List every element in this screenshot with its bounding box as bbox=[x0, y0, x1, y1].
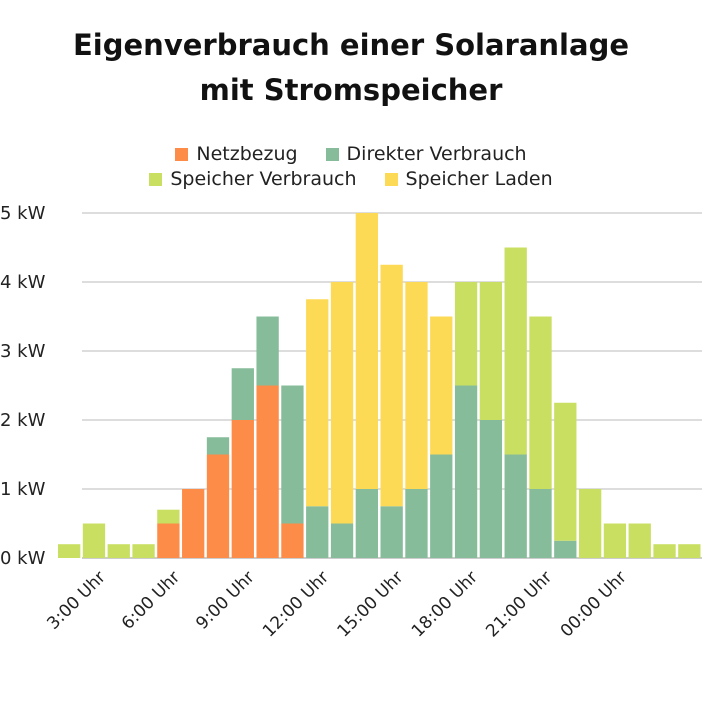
y-tick-label: 4 kW bbox=[0, 272, 46, 293]
legend-row-2: Speicher Verbrauch Speicher Laden bbox=[0, 168, 702, 190]
bar-segment-speicher-verbrauch bbox=[107, 544, 130, 558]
bar-segment-speicher-verbrauch bbox=[82, 523, 106, 558]
bar-segment-speicher-laden bbox=[330, 282, 354, 524]
x-tick-label: 3:00 Uhr bbox=[43, 567, 109, 633]
legend-item-netzbezug: Netzbezug bbox=[175, 143, 298, 165]
bar-segment-speicher-verbrauch bbox=[529, 316, 552, 489]
bar-segment-netzbezug bbox=[281, 523, 304, 558]
x-tick-label: 18:00 Uhr bbox=[408, 567, 482, 641]
legend-swatch bbox=[175, 147, 189, 161]
chart-title-line-1: Eigenverbrauch einer Solaranlage bbox=[73, 28, 629, 62]
x-tick-label: 9:00 Uhr bbox=[192, 567, 258, 633]
bar-segment-direkter-verbrauch bbox=[405, 489, 428, 558]
bar-segment-speicher-verbrauch bbox=[578, 489, 602, 558]
y-tick-label: 0 kW bbox=[0, 548, 46, 569]
legend-item-speicher-verbrauch: Speicher Verbrauch bbox=[149, 168, 357, 190]
bar-segment-direkter-verbrauch bbox=[231, 368, 254, 420]
bar-segment-netzbezug bbox=[157, 523, 180, 558]
y-tick-label: 2 kW bbox=[0, 410, 46, 431]
bar-segment-netzbezug bbox=[182, 489, 205, 558]
bar-segment-speicher-verbrauch bbox=[58, 544, 81, 558]
bar-segment-direkter-verbrauch bbox=[256, 316, 279, 386]
bar-segment-speicher-verbrauch bbox=[628, 523, 651, 558]
bar-segment-direkter-verbrauch bbox=[306, 506, 329, 558]
bar-segment-speicher-verbrauch bbox=[132, 544, 155, 558]
bar-segment-direkter-verbrauch bbox=[330, 523, 354, 558]
legend-row-1: Netzbezug Direkter Verbrauch bbox=[0, 143, 702, 165]
bar-segment-direkter-verbrauch bbox=[206, 437, 230, 455]
bar-segment-speicher-verbrauch bbox=[479, 282, 503, 420]
y-tick-label: 5 kW bbox=[0, 203, 46, 224]
bar-segment-speicher-laden bbox=[306, 299, 329, 507]
y-tick-label: 1 kW bbox=[0, 479, 46, 500]
bar-segment-direkter-verbrauch bbox=[355, 489, 378, 558]
legend-label: Speicher Verbrauch bbox=[170, 168, 357, 190]
x-tick-label: 12:00 Uhr bbox=[259, 567, 333, 641]
bar-segment-speicher-verbrauch bbox=[653, 544, 676, 558]
bar-segment-speicher-verbrauch bbox=[603, 523, 627, 558]
bar-segment-direkter-verbrauch bbox=[554, 540, 577, 558]
legend-swatch bbox=[325, 147, 339, 161]
bar-segment-speicher-laden bbox=[355, 213, 378, 489]
bar-segment-speicher-verbrauch bbox=[554, 402, 577, 541]
legend-item-speicher-laden: Speicher Laden bbox=[384, 168, 553, 190]
bar-segment-netzbezug bbox=[206, 454, 230, 558]
legend-label: Speicher Laden bbox=[405, 168, 553, 190]
legend-label: Direkter Verbrauch bbox=[346, 143, 527, 165]
legend-label: Netzbezug bbox=[196, 143, 298, 165]
bar-segment-speicher-verbrauch bbox=[157, 509, 180, 524]
bar-segment-direkter-verbrauch bbox=[479, 420, 503, 558]
bar-segment-direkter-verbrauch bbox=[454, 385, 478, 558]
x-tick-label: 21:00 Uhr bbox=[482, 567, 556, 641]
y-tick-label: 3 kW bbox=[0, 341, 46, 362]
x-tick-label: 6:00 Uhr bbox=[118, 567, 184, 633]
bar-segment-direkter-verbrauch bbox=[281, 385, 304, 524]
legend-swatch bbox=[149, 172, 163, 186]
bar-segment-direkter-verbrauch bbox=[529, 489, 552, 558]
bar-segment-speicher-verbrauch bbox=[454, 282, 478, 386]
x-tick-label: 00:00 Uhr bbox=[557, 567, 631, 641]
bar-segment-direkter-verbrauch bbox=[504, 454, 527, 558]
bar-segment-speicher-verbrauch bbox=[678, 544, 701, 558]
bar-segment-speicher-verbrauch bbox=[504, 247, 527, 455]
bar-segment-netzbezug bbox=[256, 385, 279, 558]
bar-segment-netzbezug bbox=[231, 420, 254, 558]
bar-segment-speicher-laden bbox=[430, 316, 453, 455]
bar-segment-speicher-laden bbox=[380, 264, 403, 507]
bar-segment-speicher-laden bbox=[405, 282, 428, 489]
chart-title-line-2: mit Stromspeicher bbox=[199, 73, 503, 107]
legend-item-direkter-verbrauch: Direkter Verbrauch bbox=[325, 143, 527, 165]
legend-swatch bbox=[384, 172, 398, 186]
bar-segment-direkter-verbrauch bbox=[380, 506, 403, 558]
x-tick-label: 15:00 Uhr bbox=[333, 567, 407, 641]
bar-segment-direkter-verbrauch bbox=[430, 454, 453, 558]
